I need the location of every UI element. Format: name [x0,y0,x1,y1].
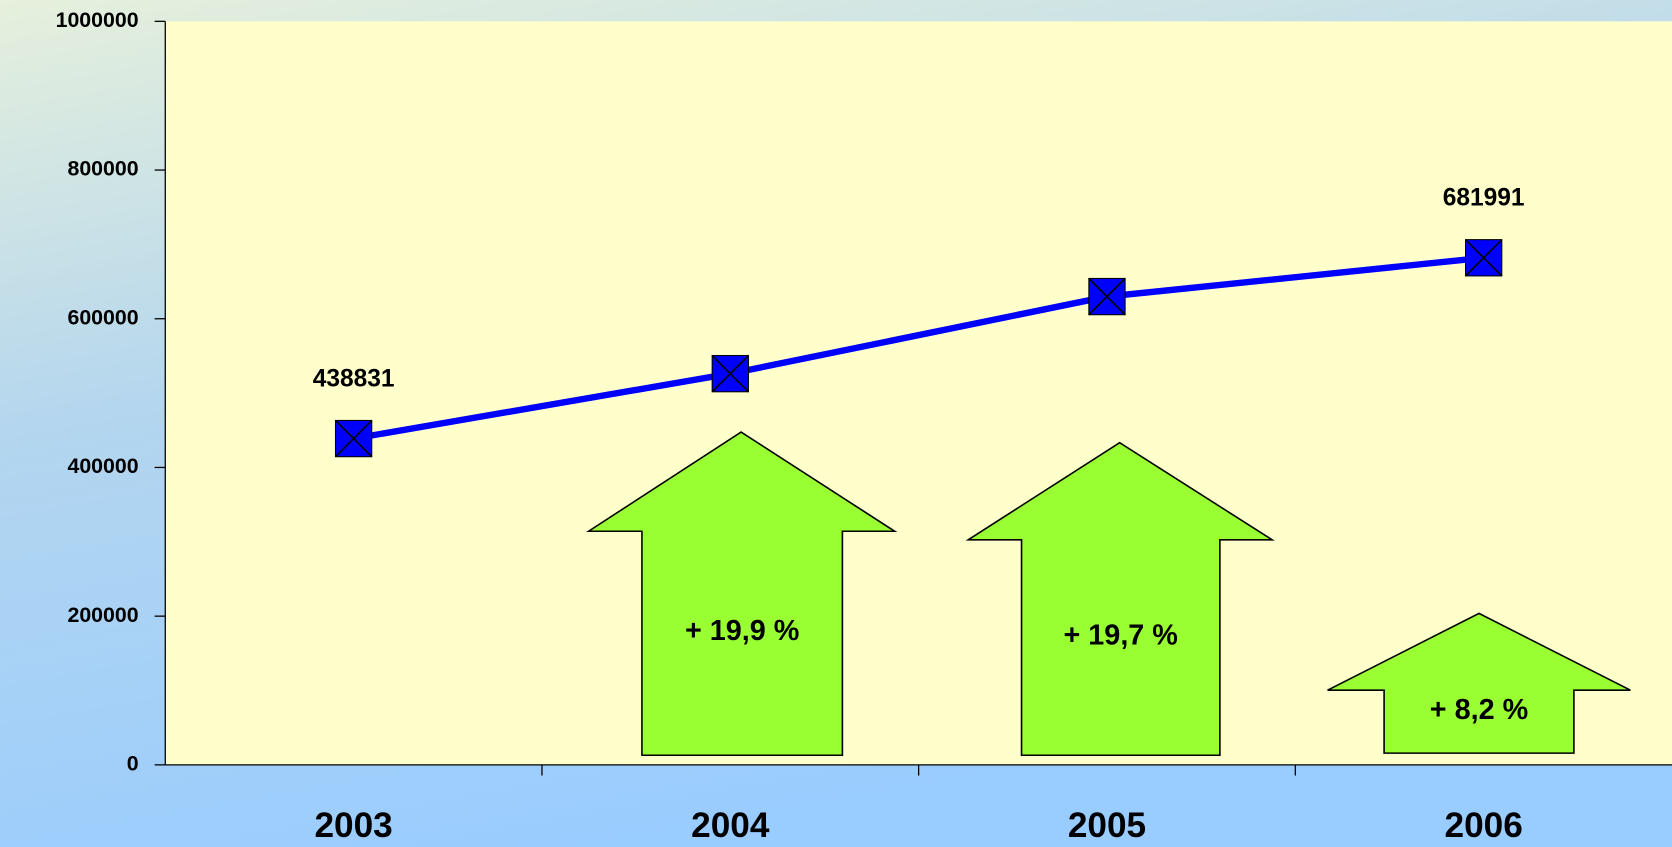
marker-cross [711,354,749,393]
y-tick-label: 1000000 [56,8,139,32]
plot-area [165,21,1672,765]
x-tick-label: 2006 [1445,806,1523,845]
annotation: + 8,2 % [1430,694,1528,726]
y-tick-label: 0 [127,751,139,775]
arrow [585,431,898,757]
data-label: 681991 [1443,185,1525,212]
marker-cross [334,419,373,458]
arrow [965,441,1275,757]
y-tick-label: 600000 [67,305,138,329]
arrow [1327,612,1631,754]
x-tick-label: 2004 [691,806,770,845]
y-tick-label: 400000 [67,454,138,478]
x-tick-label: 2003 [314,806,392,845]
marker-cross [1088,277,1126,316]
annotation: + 19,7 % [1064,619,1178,651]
line [353,254,1484,442]
marker-cross [1464,239,1503,277]
y-tick-label: 800000 [67,157,138,181]
x-tick-label: 2005 [1068,806,1146,845]
y-tick-label: 200000 [67,603,138,627]
annotation: + 19,9 % [685,615,799,647]
data-label: 438831 [313,365,395,392]
